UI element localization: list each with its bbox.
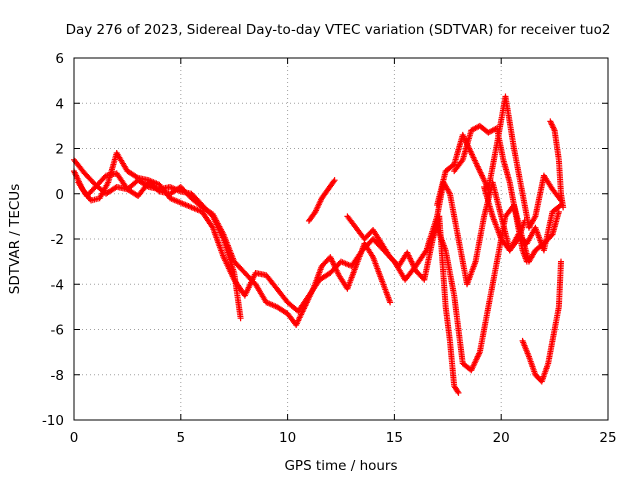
y-tick-label: -2	[51, 232, 64, 248]
y-tick-label: 6	[55, 51, 64, 67]
data-point	[330, 178, 337, 185]
data-point	[455, 389, 462, 396]
x-tick-label: 20	[493, 430, 510, 446]
x-tick-label: 15	[386, 430, 403, 446]
data-point	[523, 258, 530, 265]
data-points	[71, 93, 567, 396]
y-tick-label: 2	[55, 142, 64, 158]
x-tick-label: 5	[177, 430, 186, 446]
data-point	[555, 208, 562, 215]
data-point	[237, 315, 244, 322]
data-point	[454, 388, 461, 395]
x-axis-label: GPS time / hours	[284, 458, 397, 474]
data-point	[560, 204, 567, 211]
y-tick-label: 0	[55, 187, 64, 203]
y-tick-label: 4	[55, 96, 64, 112]
data-point	[521, 217, 528, 224]
y-tick-label: -6	[51, 323, 64, 339]
axis-ticks: 0 5 10 15 20 25 -10 -8 -6 -4 -2 0 2 4 6	[42, 51, 617, 446]
data-point	[387, 299, 394, 306]
x-tick-label: 0	[70, 430, 79, 446]
x-tick-label: 25	[599, 430, 616, 446]
y-tick-label: -4	[51, 277, 64, 293]
x-tick-label: 10	[279, 430, 296, 446]
chart-title: Day 276 of 2023, Sidereal Day-to-day VTE…	[66, 22, 611, 38]
y-axis-label: SDTVAR / TECUs	[7, 184, 23, 294]
data-point	[331, 177, 338, 184]
data-point	[133, 174, 140, 181]
y-tick-label: -8	[51, 368, 64, 384]
y-tick-label: -10	[42, 413, 64, 429]
data-point	[558, 258, 565, 265]
